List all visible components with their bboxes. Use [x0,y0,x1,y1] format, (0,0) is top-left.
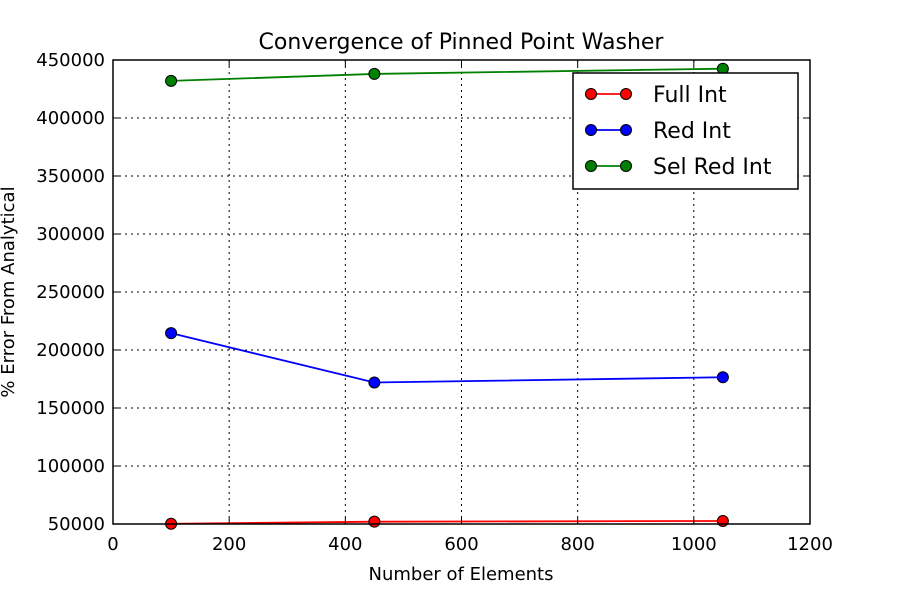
legend-marker [585,160,597,172]
data-point-full-int [716,514,729,527]
x-tick-label: 200 [212,534,246,555]
legend-item-sel-red-int: Sel Red Int [585,155,772,180]
y-axis-title: % Error From Analytical [0,186,19,397]
x-axis-tick-labels: 0 200 400 600 800 1000 1200 [107,534,833,555]
y-tick-label: 250000 [36,282,105,303]
legend-box [572,72,799,190]
legend-marker [585,124,597,136]
y-tick-label: 50000 [48,514,105,535]
grid-lines [113,60,810,524]
series-red-int [165,327,729,389]
data-point-sel-red-int [368,67,381,80]
legend-marker [620,160,632,172]
x-tick-label: 800 [560,534,594,555]
legend-marker [585,88,597,100]
y-tick-label: 100000 [36,456,105,477]
data-point-sel-red-int [165,74,178,87]
y-tick-label: 300000 [36,224,105,245]
series-sel-red-int [165,62,729,87]
y-tick-label: 150000 [36,398,105,419]
chart-title: Convergence of Pinned Point Washer [259,30,665,55]
data-point-red-int [368,376,381,389]
x-tick-label: 600 [444,534,478,555]
x-tick-label: 1000 [671,534,717,555]
y-tick-label: 400000 [36,108,105,129]
legend-item-red-int: Red Int [585,119,731,144]
legend-label: Red Int [653,119,731,144]
legend-marker [620,124,632,136]
legend-label: Full Int [653,83,727,108]
y-tick-label: 200000 [36,340,105,361]
x-axis-title: Number of Elements [368,564,553,585]
x-tick-label: 0 [107,534,118,555]
legend-label: Sel Red Int [653,155,772,180]
data-point-full-int [368,515,381,528]
y-tick-label: 350000 [36,166,105,187]
data-point-red-int [716,371,729,384]
y-axis-tick-labels: 50000 100000 150000 200000 250000 300000 35000… [36,50,105,535]
legend: Full Int Red Int Sel Red Int [572,72,799,190]
x-tick-label: 400 [328,534,362,555]
legend-item-full-int: Full Int [585,83,727,108]
axis-ticks [112,59,811,525]
legend-marker [620,88,632,100]
x-tick-label: 1200 [787,534,833,555]
data-point-red-int [165,327,178,340]
y-tick-label: 450000 [36,50,105,71]
